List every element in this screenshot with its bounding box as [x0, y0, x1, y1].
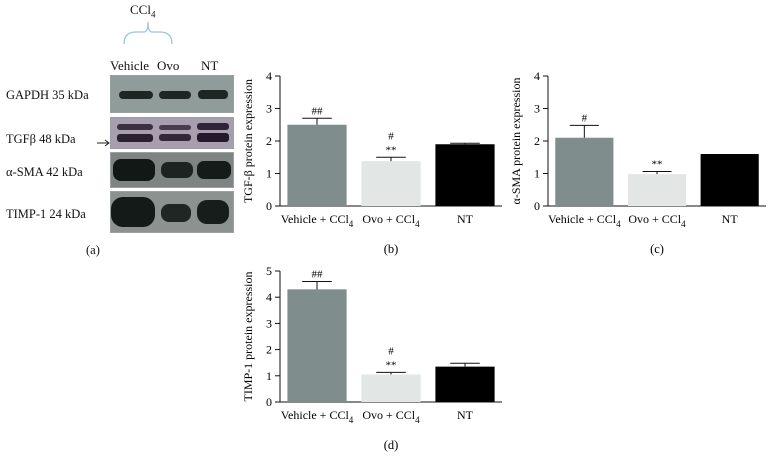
band	[197, 123, 229, 130]
bar	[627, 174, 687, 206]
y-tick-label: 5	[266, 264, 272, 278]
bar	[435, 144, 495, 206]
band	[197, 133, 229, 142]
bar	[361, 374, 421, 402]
significance-label: **	[386, 144, 397, 156]
lane-label-vehicle: Vehicle	[110, 58, 149, 73]
significance-label: **	[652, 159, 663, 171]
x-tick-label: Vehicle + CCl4	[281, 212, 354, 229]
y-tick-label: 2	[266, 343, 272, 357]
tgfb-bar-chart: 0 1 2 3 4 TGF-β protein expression ## Vehicle +…	[241, 69, 502, 256]
panel-letter: (c)	[650, 242, 664, 256]
y-axis-label: TGF-β protein expression	[241, 79, 255, 203]
y-tick-label: 1	[534, 167, 540, 181]
y-tick-label: 0	[266, 395, 272, 409]
blot-strip-asma	[110, 152, 234, 188]
lane-label-ovo: Ovo	[157, 58, 180, 73]
panel-letter: (d)	[384, 438, 399, 452]
y-tick-label: 4	[266, 290, 272, 304]
band	[161, 162, 193, 178]
blot-strip-gapdh	[110, 75, 234, 113]
y-tick-label: 0	[534, 199, 540, 213]
y-tick-label: 4	[266, 69, 272, 83]
timp1-bar-chart: 0 1 2 3 4 5 TIMP-1 protein expression ## Vehicle…	[241, 264, 502, 452]
ccl4-brace	[123, 21, 173, 45]
panel-letter-a: (a)	[86, 243, 100, 257]
band	[161, 204, 191, 222]
ccl4-condition-label: CCl4	[130, 2, 155, 20]
row-label-tgfb: TGFβ 48 kDa	[6, 132, 76, 146]
western-blot-panel: CCl4 Vehicle Ovo NT GAPDH 35 kDa TGFβ 48…	[0, 0, 240, 270]
bar	[555, 137, 614, 206]
ccl4-text: CCl	[130, 2, 151, 17]
blot-strip-timp1	[110, 191, 234, 233]
y-tick-label: 1	[266, 167, 272, 181]
bar	[361, 161, 421, 206]
x-tick-label: Ovo + CCl4	[362, 408, 420, 425]
y-tick-label: 1	[266, 369, 272, 383]
bar	[287, 289, 347, 402]
band	[119, 91, 153, 99]
x-tick-label: NT	[722, 212, 739, 226]
band	[159, 125, 191, 130]
x-tick-label: Vehicle + CCl4	[548, 212, 621, 229]
y-tick-label: 2	[266, 134, 272, 148]
y-axis-label: TIMP-1 protein expression	[241, 272, 255, 402]
ccl4-subscript: 4	[150, 9, 156, 20]
x-tick-label: NT	[457, 212, 474, 226]
significance-label: #	[582, 112, 588, 124]
significance-label: ##	[312, 268, 324, 280]
band	[113, 159, 155, 181]
y-axis-label: α-SMA protein expression	[509, 78, 523, 205]
band	[111, 197, 155, 227]
bar	[435, 366, 495, 402]
panel-letter: (b)	[384, 242, 399, 256]
band	[197, 161, 231, 179]
y-tick-label: 2	[534, 134, 540, 148]
band	[198, 90, 228, 99]
y-tick-label: 3	[534, 102, 540, 116]
asma-bar-chart: 0 1 2 3 4 α-SMA protein expression # Vehicle + …	[509, 69, 766, 256]
lane-label-nt: NT	[201, 58, 219, 73]
blot-strip-tgfb	[110, 117, 234, 149]
band	[117, 124, 153, 130]
y-tick-label: 4	[534, 69, 540, 83]
significance-label: #	[388, 345, 394, 357]
row-label-timp1: TIMP-1 24 kDa	[6, 207, 86, 221]
band	[197, 200, 229, 224]
y-tick-label: 3	[266, 316, 272, 330]
row-label-asma: α-SMA 42 kDa	[6, 165, 83, 179]
significance-label: ##	[312, 105, 324, 117]
y-tick-label: 3	[266, 102, 272, 116]
y-tick-label: 0	[266, 199, 272, 213]
row-label-gapdh: GAPDH 35 kDa	[6, 88, 89, 102]
bar	[700, 154, 759, 206]
x-tick-label: NT	[457, 408, 474, 422]
x-tick-label: Ovo + CCl4	[362, 212, 420, 229]
significance-label: **	[386, 359, 397, 371]
band	[117, 134, 153, 142]
significance-label: #	[388, 130, 394, 142]
band	[159, 134, 191, 141]
arrow-icon	[97, 139, 110, 147]
x-tick-label: Vehicle + CCl4	[281, 408, 354, 425]
bar	[287, 124, 347, 206]
x-tick-label: Ovo + CCl4	[628, 212, 686, 229]
band	[159, 91, 191, 99]
